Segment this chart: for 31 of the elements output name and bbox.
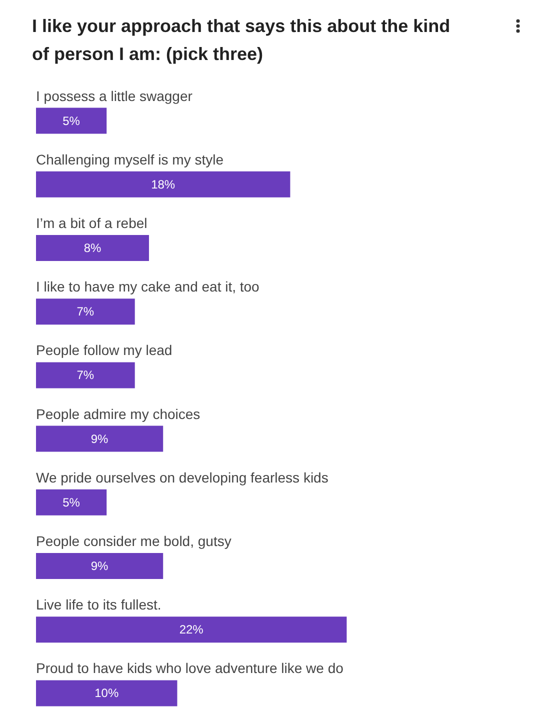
y-tick-label: I possess a little swagger: [36, 88, 193, 104]
chart-title: I like your approach that says this about the kind of person I am: (pick three): [32, 15, 452, 66]
y-tick-label: I like to have my cake and eat it, too: [36, 278, 260, 295]
bar: [36, 426, 164, 452]
bar: [36, 680, 178, 706]
data-label: 7%: [76, 304, 94, 319]
data-label: 7%: [76, 368, 94, 382]
y-tick-label: People admire my choices: [36, 406, 200, 422]
y-tick-label: Challenging myself is my style: [36, 151, 224, 168]
data-label: 18%: [151, 177, 176, 192]
y-tick-label: We pride ourselves on developing fearless kids: [36, 469, 328, 486]
bar: [36, 616, 347, 643]
data-label: 5%: [62, 114, 80, 128]
bar: [36, 298, 135, 325]
y-tick-label: Live life to its fullest.: [36, 596, 162, 613]
bar: [36, 235, 149, 261]
data-label: 8%: [84, 241, 102, 255]
y-tick-label: Proud to have kids who love adventure like we do: [36, 660, 344, 676]
bar: [36, 489, 107, 516]
bar: [36, 108, 107, 134]
y-tick-label: People follow my lead: [36, 342, 172, 358]
data-label: 5%: [62, 495, 80, 510]
data-label: 10%: [94, 686, 119, 700]
bar: [36, 362, 135, 388]
data-label: 9%: [90, 559, 109, 573]
bar: [36, 553, 164, 579]
bar: [36, 171, 290, 198]
data-label: 9%: [90, 432, 109, 446]
y-tick-label: I’m a bit of a rebel: [36, 215, 148, 231]
data-label: 22%: [179, 622, 204, 637]
y-tick-label: People consider me bold, gutsy: [36, 533, 232, 549]
